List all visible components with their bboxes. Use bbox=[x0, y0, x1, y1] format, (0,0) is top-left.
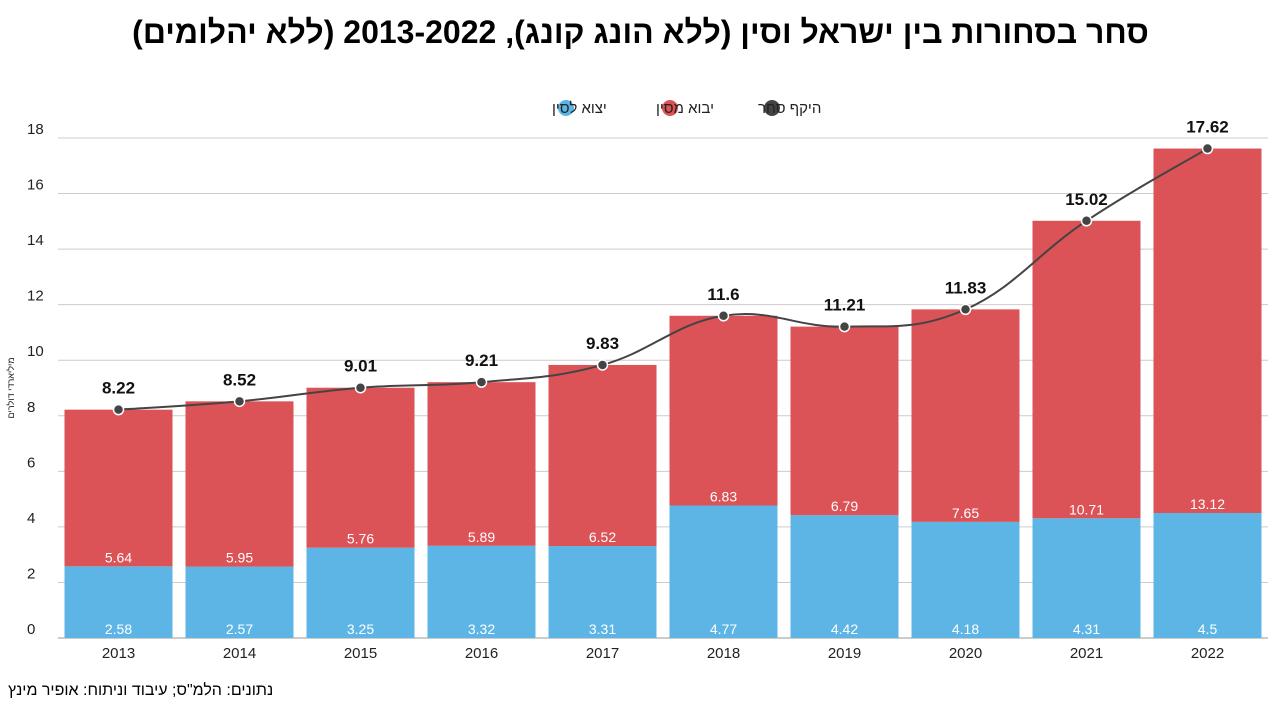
bar-import bbox=[911, 309, 1020, 522]
total-point bbox=[233, 395, 246, 408]
bar-import bbox=[185, 401, 294, 567]
data-label-import: 5.89 bbox=[468, 529, 495, 545]
data-label-export: 4.77 bbox=[710, 621, 737, 637]
data-label-total: 9.01 bbox=[344, 357, 377, 376]
bar-import bbox=[64, 409, 173, 567]
bar-export bbox=[64, 566, 173, 638]
legend-item-export: יצוא לסין bbox=[552, 100, 607, 117]
total-point bbox=[1201, 142, 1214, 155]
data-label-export: 4.5 bbox=[1198, 621, 1218, 637]
data-label-total: 11.21 bbox=[824, 296, 866, 315]
bar-export bbox=[306, 547, 415, 638]
data-label-total: 9.83 bbox=[586, 334, 619, 353]
y-tick-label: 12 bbox=[27, 288, 44, 305]
data-label-total: 8.22 bbox=[102, 379, 135, 398]
data-label-import: 6.83 bbox=[710, 489, 737, 505]
total-point bbox=[717, 310, 730, 322]
data-label-import: 5.95 bbox=[226, 550, 253, 566]
data-label-total: 15.02 bbox=[1065, 190, 1108, 209]
data-label-export: 4.18 bbox=[952, 621, 979, 637]
y-tick-label: 0 bbox=[27, 621, 35, 638]
total-point bbox=[838, 320, 851, 333]
data-label-import: 7.65 bbox=[952, 505, 979, 521]
data-label-import: 6.79 bbox=[831, 498, 858, 514]
bar-export bbox=[1153, 513, 1262, 638]
x-tick-label: 2019 bbox=[828, 645, 861, 662]
y-tick-label: 8 bbox=[27, 399, 35, 416]
total-line bbox=[118, 147, 1209, 411]
data-label-export: 3.25 bbox=[347, 621, 374, 637]
x-tick-label: 2020 bbox=[949, 645, 982, 662]
y-axis-label: מיליארדי דולרים bbox=[6, 357, 16, 418]
legend-swatch bbox=[764, 100, 780, 116]
total-trade-line bbox=[112, 142, 1214, 416]
data-label-import: 5.64 bbox=[105, 549, 132, 565]
legend-label: יצוא לסין bbox=[552, 100, 607, 117]
bar-import bbox=[669, 315, 778, 506]
data-label-import: 6.52 bbox=[589, 529, 616, 545]
x-tick-label: 2016 bbox=[465, 645, 498, 662]
data-label-total: 9.21 bbox=[465, 351, 498, 370]
x-tick-label: 2021 bbox=[1070, 645, 1103, 662]
total-point bbox=[1080, 215, 1093, 227]
data-label-total: 11.6 bbox=[707, 285, 739, 304]
y-tick-label: 2 bbox=[27, 565, 35, 582]
data-label-total: 8.52 bbox=[223, 370, 256, 389]
bar-import bbox=[427, 382, 536, 546]
total-point bbox=[475, 376, 488, 388]
bars bbox=[64, 148, 1262, 638]
legend-swatch bbox=[558, 100, 574, 116]
data-label-export: 4.42 bbox=[831, 621, 858, 637]
data-label-total: 17.62 bbox=[1186, 118, 1229, 137]
data-label-export: 4.31 bbox=[1073, 621, 1100, 637]
data-label-total: 11.83 bbox=[945, 278, 987, 297]
bar-import bbox=[790, 326, 899, 516]
source-note: נתונים: הלמ"ס; עיבוד וניתוח: אופיר מינץ bbox=[8, 682, 274, 699]
bar-export bbox=[548, 546, 657, 638]
data-label-import: 10.71 bbox=[1069, 501, 1104, 517]
y-tick-label: 6 bbox=[27, 454, 35, 471]
data-labels: 2013 2.58 5.64 2014 2.57 5.95 2015 3.25 5.76 2016… bbox=[102, 118, 1229, 662]
data-label-export: 3.31 bbox=[589, 621, 616, 637]
total-point bbox=[112, 403, 125, 416]
bar-import bbox=[548, 364, 657, 547]
data-label-import: 13.12 bbox=[1190, 496, 1225, 512]
data-label-export: 3.32 bbox=[468, 621, 495, 637]
x-tick-label: 2018 bbox=[707, 645, 740, 662]
total-point bbox=[596, 359, 609, 371]
bar-export bbox=[790, 515, 899, 638]
total-point bbox=[959, 303, 972, 316]
bar-import bbox=[306, 387, 415, 548]
x-tick-label: 2017 bbox=[586, 645, 619, 662]
y-axis: 0 2 4 6 8 10 12 14 16 18 מיליארדי דולרים bbox=[6, 121, 44, 638]
bar-export bbox=[427, 545, 536, 638]
data-label-import: 5.76 bbox=[347, 531, 374, 547]
x-tick-label: 2014 bbox=[223, 645, 256, 662]
y-tick-label: 10 bbox=[27, 343, 44, 360]
x-tick-label: 2022 bbox=[1191, 645, 1224, 662]
y-tick-label: 4 bbox=[27, 510, 35, 527]
total-point bbox=[354, 381, 367, 394]
bar-import bbox=[1032, 220, 1141, 519]
data-label-export: 2.57 bbox=[226, 621, 253, 637]
bar-import bbox=[1153, 148, 1262, 514]
bar-export bbox=[185, 566, 294, 638]
legend-label: היקף סחר bbox=[758, 100, 821, 117]
y-tick-label: 16 bbox=[27, 177, 44, 194]
legend-label: יבוא מסין bbox=[656, 100, 714, 117]
y-tick-label: 18 bbox=[27, 121, 44, 138]
x-tick-label: 2013 bbox=[102, 645, 135, 662]
legend-item-total: היקף סחר bbox=[758, 100, 821, 117]
bar-export bbox=[669, 505, 778, 638]
x-tick-label: 2015 bbox=[344, 645, 377, 662]
y-tick-label: 14 bbox=[27, 232, 44, 249]
bar-export bbox=[1032, 518, 1141, 638]
chart-title: סחר בסחורות בין ישראל וסין (ללא הונג קונ… bbox=[132, 14, 1149, 50]
legend-swatch bbox=[662, 100, 678, 116]
legend-item-import: יבוא מסין bbox=[656, 100, 714, 117]
bar-export bbox=[911, 521, 1020, 638]
legend: היקף סחר יבוא מסין יצוא לסין bbox=[552, 100, 821, 117]
data-label-export: 2.58 bbox=[105, 621, 132, 637]
